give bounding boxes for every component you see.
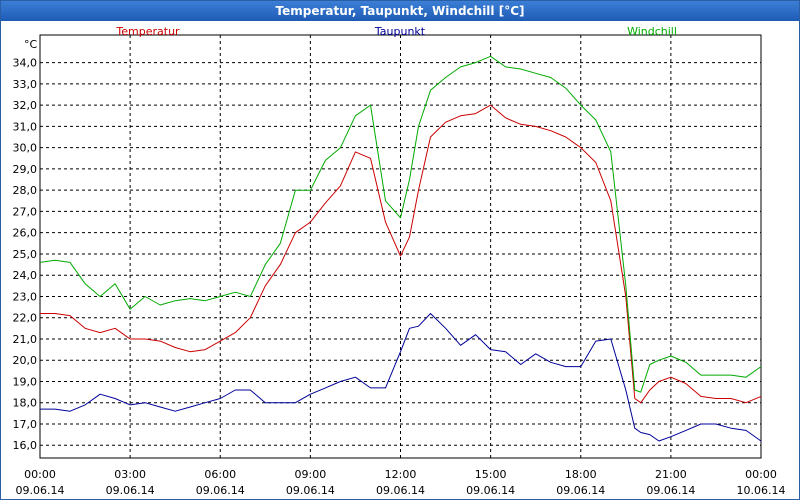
- y-tick-label: 32,0: [13, 99, 38, 112]
- y-tick-label: 22,0: [13, 312, 38, 325]
- legend-temperatur: Temperatur: [115, 25, 180, 38]
- y-tick-label: 29,0: [13, 163, 38, 176]
- y-axis-ticks: 16,0 17,0 18,0 19,0 20,0 21,0 22,0 23,0 24,0 25,0…: [13, 57, 38, 453]
- y-tick-label: 18,0: [13, 397, 38, 410]
- x-tick-date: 09.06.14: [106, 484, 155, 497]
- y-tick-label: 16,0: [13, 439, 38, 452]
- y-axis-unit: °C: [24, 38, 38, 51]
- x-tick-time: 21:00: [655, 468, 687, 481]
- x-tick-date: 09.06.14: [196, 484, 245, 497]
- x-tick-date: 09.06.14: [466, 484, 515, 497]
- x-tick-date: 09.06.14: [646, 484, 695, 497]
- y-tick-label: 25,0: [13, 248, 38, 261]
- x-tick-date: 09.06.14: [286, 484, 335, 497]
- x-tick-time: 00:00: [24, 468, 56, 481]
- y-tick-label: 26,0: [13, 227, 38, 240]
- windchill-line: [39, 55, 762, 393]
- y-tick-label: 27,0: [13, 205, 38, 218]
- x-tick-date: 09.06.14: [16, 484, 65, 497]
- x-tick-time: 00:00: [745, 468, 777, 481]
- x-tick-time: 03:00: [114, 468, 146, 481]
- y-tick-label: 20,0: [13, 354, 38, 367]
- y-tick-label: 21,0: [13, 333, 38, 346]
- y-tick-label: 24,0: [13, 269, 38, 282]
- y-tick-label: 19,0: [13, 375, 38, 388]
- y-tick-label: 30,0: [13, 142, 38, 155]
- grid-lines: [40, 35, 761, 458]
- temperatur-line: [40, 104, 762, 404]
- x-axis-ticks: 00:00 09.06.14 03:00 09.06.14 06:00 09.06.14 0…: [16, 468, 786, 497]
- window-title: Temperatur, Taupunkt, Windchill [°C]: [1, 1, 799, 21]
- x-tick-time: 12:00: [385, 468, 417, 481]
- x-tick-time: 15:00: [475, 468, 507, 481]
- y-tick-label: 17,0: [13, 418, 38, 431]
- y-tick-label: 34,0: [13, 57, 38, 70]
- y-tick-label: 23,0: [13, 290, 38, 303]
- taupunkt-line: [40, 313, 762, 442]
- x-tick-time: 09:00: [295, 468, 327, 481]
- legend-taupunkt: Taupunkt: [374, 25, 426, 38]
- x-tick-date: 10.06.14: [737, 484, 786, 497]
- x-tick-time: 18:00: [565, 468, 597, 481]
- x-tick-date: 09.06.14: [376, 484, 425, 497]
- x-tick-date: 09.06.14: [556, 484, 605, 497]
- y-tick-label: 31,0: [13, 120, 38, 133]
- y-tick-label: 28,0: [13, 184, 38, 197]
- x-tick-time: 06:00: [204, 468, 236, 481]
- legend-windchill: Windchill: [627, 25, 677, 38]
- series-lines: [39, 55, 762, 442]
- y-tick-label: 33,0: [13, 78, 38, 91]
